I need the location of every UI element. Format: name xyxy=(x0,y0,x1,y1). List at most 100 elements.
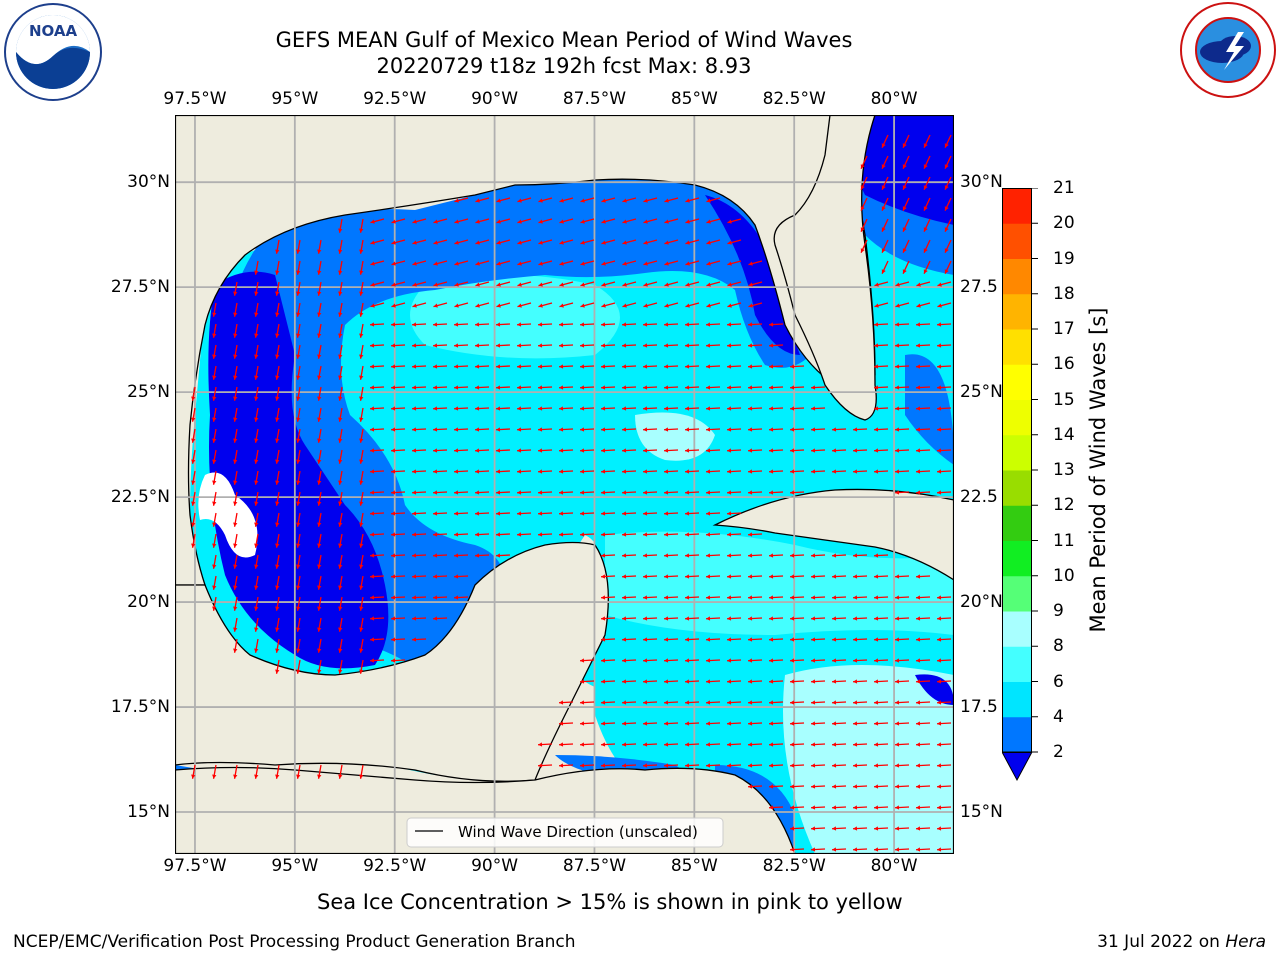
wave-direction-arrow-head xyxy=(275,270,280,275)
wave-direction-arrow-head xyxy=(454,240,459,245)
lat-tick-label: 22.5 xyxy=(960,487,998,508)
wave-direction-arrow-head xyxy=(559,343,564,348)
wave-direction-arrow-head xyxy=(412,553,417,558)
wave-direction-arrow-head xyxy=(601,595,606,600)
wave-direction-arrow-head xyxy=(559,261,564,266)
wave-direction-arrow-head xyxy=(916,700,921,705)
wave-direction-arrow-head xyxy=(317,669,322,674)
wave-direction-arrow-head xyxy=(317,375,322,380)
lat-tick-label: 20°N xyxy=(127,592,170,613)
wave-direction-arrow-head xyxy=(832,448,837,453)
wave-direction-arrow-head xyxy=(685,282,690,287)
wave-direction-arrow-head xyxy=(895,742,900,747)
wave-direction-arrow-head xyxy=(811,721,816,726)
wave-direction-arrow-head xyxy=(748,282,753,287)
wave-direction-arrow-head xyxy=(296,270,301,275)
wave-direction-arrow-head xyxy=(664,364,669,369)
wave-direction-arrow-head xyxy=(412,595,417,600)
wave-direction-arrow-head xyxy=(275,501,280,506)
wave-direction-arrow-head xyxy=(944,269,949,274)
wave-direction-arrow-head xyxy=(769,469,774,474)
wave-direction-arrow-head xyxy=(832,742,837,747)
wave-direction-arrow-head xyxy=(454,261,459,266)
wave-direction-arrow-head xyxy=(685,532,690,537)
wave-direction-arrow-head xyxy=(853,721,858,726)
wave-direction-arrow-head xyxy=(874,322,879,327)
wave-direction-arrow-head xyxy=(790,847,795,852)
wave-direction-arrow-head xyxy=(475,261,480,266)
lat-tick-label: 27.5°N xyxy=(110,277,170,298)
wave-direction-arrow-head xyxy=(338,396,343,401)
wave-direction-arrow-head xyxy=(370,490,375,495)
wave-direction-arrow-head xyxy=(895,303,900,308)
wave-direction-arrow-head xyxy=(391,406,396,411)
wave-direction-arrow-head xyxy=(706,574,711,579)
wave-direction-arrow-head xyxy=(643,700,648,705)
wave-direction-arrow-head xyxy=(517,427,522,432)
wave-direction-arrow-head xyxy=(706,322,711,327)
wave-direction-arrow-head xyxy=(832,700,837,705)
wave-direction-arrow-head xyxy=(359,501,364,506)
unmasked-land-patch xyxy=(198,472,258,558)
wave-direction-arrow-head xyxy=(790,448,795,453)
wave-direction-arrow-head xyxy=(622,511,627,516)
wave-direction-arrow-head xyxy=(790,784,795,789)
wave-direction-arrow-head xyxy=(727,700,732,705)
wave-direction-arrow-head xyxy=(412,303,417,308)
wave-direction-arrow-head xyxy=(412,406,417,411)
wave-direction-arrow-head xyxy=(370,511,375,516)
wave-direction-arrow-head xyxy=(359,438,364,443)
wave-direction-arrow-head xyxy=(895,637,900,642)
wave-direction-arrow-head xyxy=(937,343,942,348)
wave-direction-arrow-head xyxy=(643,322,648,327)
wave-direction-arrow-head xyxy=(643,679,648,684)
wave-direction-arrow-head xyxy=(391,261,396,266)
wave-direction-arrow-head xyxy=(923,227,928,232)
wave-direction-arrow-head xyxy=(370,595,375,600)
wave-direction-arrow-head xyxy=(706,511,711,516)
colorbar-segment xyxy=(1002,434,1032,471)
sea-ice-note: Sea Ice Concentration > 15% is shown in … xyxy=(317,890,903,914)
wave-direction-arrow-head xyxy=(391,364,396,369)
wave-direction-arrow-head xyxy=(559,303,564,308)
colorbar-tick-label: 19 xyxy=(1053,248,1075,269)
wave-direction-arrow-head xyxy=(538,364,543,369)
wave-direction-arrow-head xyxy=(517,261,522,266)
wave-direction-arrow-head xyxy=(580,721,585,726)
wave-direction-arrow-head xyxy=(412,282,417,287)
wave-direction-arrow-head xyxy=(664,406,669,411)
wave-direction-arrow-head xyxy=(433,343,438,348)
wave-direction-arrow-head xyxy=(559,385,564,390)
wave-direction-arrow-head xyxy=(664,219,669,224)
wave-direction-arrow-head xyxy=(296,396,301,401)
wave-direction-arrow-head xyxy=(601,700,606,705)
wave-direction-arrow-head xyxy=(727,637,732,642)
wave-direction-arrow-head xyxy=(254,312,259,317)
wave-direction-arrow-head xyxy=(538,742,543,747)
wave-direction-arrow-head xyxy=(937,364,942,369)
wave-direction-arrow-head xyxy=(769,595,774,600)
wave-direction-arrow-head xyxy=(370,469,375,474)
host-name: Hera xyxy=(1225,932,1266,952)
wave-direction-arrow-head xyxy=(433,448,438,453)
wave-direction-arrow-head xyxy=(601,427,606,432)
wave-direction-arrow-head xyxy=(622,742,627,747)
colorbar-tick-label: 9 xyxy=(1053,601,1064,621)
wave-direction-arrow-head xyxy=(769,574,774,579)
wave-direction-arrow-head xyxy=(706,219,711,224)
wave-direction-arrow-head xyxy=(916,406,921,411)
wave-direction-arrow-head xyxy=(559,282,564,287)
colorbar-tick-label: 21 xyxy=(1053,178,1075,198)
wave-direction-arrow-head xyxy=(370,303,375,308)
wave-direction-arrow-head xyxy=(811,553,816,558)
wave-direction-arrow-head xyxy=(706,679,711,684)
wave-direction-arrow-head xyxy=(601,261,606,266)
wave-direction-arrow-head xyxy=(622,364,627,369)
wave-direction-arrow-head xyxy=(475,303,480,308)
wave-direction-arrow-head xyxy=(338,291,343,296)
wave-direction-arrow-head xyxy=(685,385,690,390)
wave-direction-arrow-head xyxy=(391,219,396,224)
wave-direction-arrow-head xyxy=(559,364,564,369)
wave-direction-arrow-head xyxy=(937,469,942,474)
wave-direction-arrow-head xyxy=(902,248,907,253)
